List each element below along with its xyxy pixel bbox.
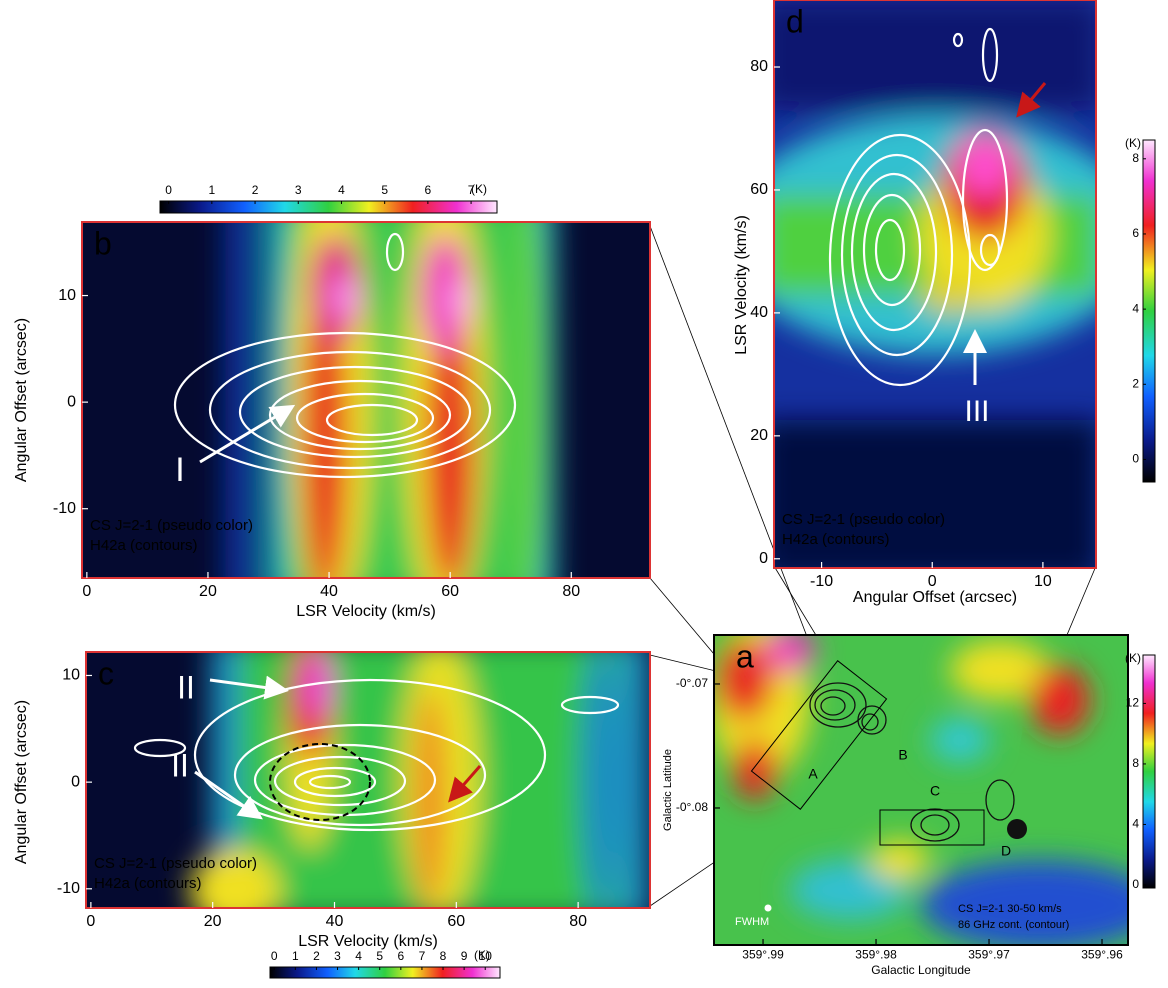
colorbar-tick-label: 0	[1132, 877, 1139, 891]
colorbar-tick-label: 2	[313, 949, 320, 963]
x-tick-label: 20	[204, 913, 222, 930]
y-axis-label: Angular Offset (arcsec)	[13, 318, 30, 482]
annotation: C	[930, 783, 940, 799]
y-tick-label: 60	[750, 181, 768, 198]
annotation: FWHM	[735, 916, 769, 928]
x-tick-label: 20	[199, 583, 217, 600]
colorbar-unit: (K)	[1125, 651, 1141, 665]
note: H42a (contours)	[94, 875, 202, 892]
x-tick-label: 60	[447, 913, 465, 930]
y-axis-label: Galactic Latitude	[662, 749, 674, 831]
note: H42a (contours)	[90, 537, 198, 554]
colorbar	[1143, 140, 1155, 482]
x-tick-label: 0	[82, 583, 91, 600]
colorbar-tick-label: 7	[419, 949, 426, 963]
colorbar-unit: (K)	[471, 182, 487, 196]
y-tick-label: 80	[750, 58, 768, 75]
annotation: I	[175, 451, 184, 489]
colorbar-tick-label: 4	[1132, 817, 1139, 831]
y-tick-label: 10	[62, 667, 80, 684]
colorbar-tick-label: 5	[376, 949, 383, 963]
colorbar-tick-label: 2	[1132, 376, 1139, 390]
colorbar	[270, 967, 500, 978]
colorbar-tick-label: 3	[295, 183, 302, 197]
panel-b-image	[82, 180, 650, 620]
annotation: A	[808, 766, 818, 782]
y-tick-label: 0	[71, 773, 80, 790]
colorbar-unit: (K)	[1125, 136, 1141, 150]
colorbar-unit: (K)	[474, 948, 490, 962]
colorbar-tick-label: 2	[252, 183, 259, 197]
colorbar-tick-label: 6	[425, 183, 432, 197]
y-tick-label: 0	[67, 393, 76, 410]
y-tick-label: -10	[57, 880, 80, 897]
annotation: II	[171, 747, 189, 783]
note: CS J=2-1 30-50 km/s	[958, 903, 1062, 915]
note: CS J=2-1 (pseudo color)	[94, 855, 257, 872]
x-tick-label: 359°.99	[742, 947, 784, 961]
colorbar-tick-label: 6	[397, 949, 404, 963]
x-tick-label: 359°.98	[855, 947, 897, 961]
panel-label: a	[736, 638, 754, 674]
y-tick-label: -10	[53, 500, 76, 517]
figure: I II II III A B C D FWHM 020406080-10010…	[0, 0, 1168, 988]
colorbar-tick-label: 1	[209, 183, 216, 197]
x-axis-label: LSR Velocity (km/s)	[298, 933, 438, 950]
y-axis-label: Angular Offset (arcsec)	[13, 700, 30, 864]
colorbar-tick-label: 4	[355, 949, 362, 963]
y-tick-label: 40	[750, 304, 768, 321]
y-tick-label: 20	[750, 427, 768, 444]
panel-label: b	[94, 225, 112, 261]
colorbar-tick-label: 12	[1126, 696, 1140, 710]
x-tick-label: 359°.96	[1081, 947, 1123, 961]
y-tick-label: -0°.07	[676, 676, 708, 690]
note: CS J=2-1 (pseudo color)	[90, 517, 253, 534]
annotation: B	[898, 747, 907, 763]
y-tick-label: -0°.08	[676, 800, 708, 814]
colorbar-tick-label: 0	[1132, 452, 1139, 466]
x-tick-label: 10	[1034, 573, 1052, 590]
panel-d-image	[725, 0, 1145, 580]
x-tick-label: 40	[320, 583, 338, 600]
note: H42a (contours)	[782, 531, 890, 548]
x-tick-label: 0	[928, 573, 937, 590]
colorbar	[160, 201, 497, 213]
x-axis-label: Angular Offset (arcsec)	[853, 589, 1017, 606]
x-axis-label: LSR Velocity (km/s)	[296, 603, 436, 620]
colorbar-tick-label: 1	[292, 949, 299, 963]
colorbar-tick-label: 6	[1132, 226, 1139, 240]
colorbar-tick-label: 4	[1132, 301, 1139, 315]
annotation: II	[177, 669, 195, 705]
x-axis-label: Galactic Longitude	[871, 963, 971, 977]
colorbar-tick-label: 8	[1132, 756, 1139, 770]
x-tick-label: 40	[326, 913, 344, 930]
colorbar-tick-label: 0	[165, 183, 172, 197]
x-tick-label: 359°.97	[968, 947, 1010, 961]
x-tick-label: 0	[86, 913, 95, 930]
colorbar-tick-label: 9	[461, 949, 468, 963]
note: 86 GHz cont. (contour)	[958, 919, 1069, 931]
annotation: D	[1001, 843, 1011, 859]
y-tick-label: 0	[759, 550, 768, 567]
y-tick-label: 10	[58, 287, 76, 304]
x-tick-label: 60	[441, 583, 459, 600]
y-axis-label: LSR Velocity (km/s)	[733, 215, 750, 355]
colorbar-tick-label: 4	[338, 183, 345, 197]
colorbar-tick-label: 8	[440, 949, 447, 963]
colorbar-tick-label: 0	[271, 949, 278, 963]
x-tick-label: 80	[569, 913, 587, 930]
colorbar-tick-label: 3	[334, 949, 341, 963]
x-tick-label: -10	[810, 573, 833, 590]
x-tick-label: 80	[562, 583, 580, 600]
colorbar-tick-label: 8	[1132, 151, 1139, 165]
colorbar	[1143, 655, 1155, 888]
annotation: III	[964, 395, 989, 428]
panel-label: c	[98, 655, 114, 691]
colorbar-tick-label: 5	[381, 183, 388, 197]
note: CS J=2-1 (pseudo color)	[782, 511, 945, 528]
panel-label: d	[786, 3, 804, 39]
